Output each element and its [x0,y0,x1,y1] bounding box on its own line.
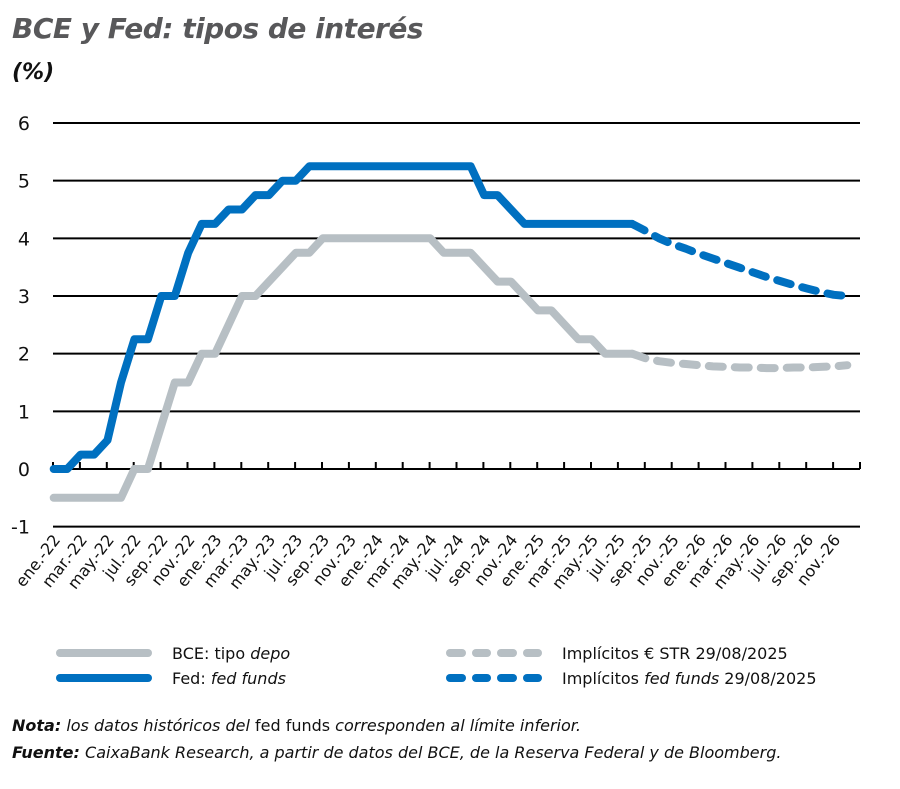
chart-title: BCE y Fed: tipos de interés [12,12,424,45]
legend-item-implied-fed-funds: Implícitos fed funds 29/08/2025 [446,667,817,689]
series-lines [49,162,852,502]
svg-text:4: 4 [18,228,30,250]
y-axis-ticks: 6 5 4 3 2 1 0 -1 [11,113,30,539]
legend-label: Implícitos € STR 29/08/2025 [562,643,788,663]
legend-swatch-dashed-grey [446,649,542,657]
svg-text:-1: -1 [11,517,30,539]
legend-swatch-dashed-blue [446,674,542,682]
legend-label: BCE: tipo depo [172,643,291,663]
svg-text:0: 0 [18,459,30,481]
legend-item-implied-estr: Implícitos € STR 29/08/2025 [446,642,788,664]
x-axis-ticks: ene.-22mar.-22may.-22jul.-22sep.-22nov.-… [12,531,845,593]
source-line: Fuente: CaixaBank Research, a partir de … [12,743,782,762]
legend-swatch-solid-blue [56,674,152,682]
legend-label: Fed: fed funds [172,668,286,688]
legend-swatch-solid-grey [56,649,152,657]
svg-text:3: 3 [18,286,30,308]
svg-text:2: 2 [18,344,30,366]
legend-label: Implícitos fed funds 29/08/2025 [562,668,817,688]
svg-text:6: 6 [18,113,30,135]
svg-text:1: 1 [18,401,30,423]
legend-item-ecb-depo: BCE: tipo depo [56,642,290,664]
note-line: Nota: los datos históricos del fed funds… [12,716,581,735]
line-chart: 6 5 4 3 2 1 0 -1 ene.-22mar.-22may.-22jul.-22se… [11,113,861,593]
footnotes: Nota: los datos históricos del fed funds… [12,712,781,766]
svg-text:5: 5 [18,171,30,193]
legend-item-fed-funds: Fed: fed funds [56,667,286,689]
y-axis-unit-label: (%) [12,60,55,85]
legend: BCE: tipo depo Fed: fed funds Implícitos… [0,642,900,698]
gridlines [52,122,861,528]
